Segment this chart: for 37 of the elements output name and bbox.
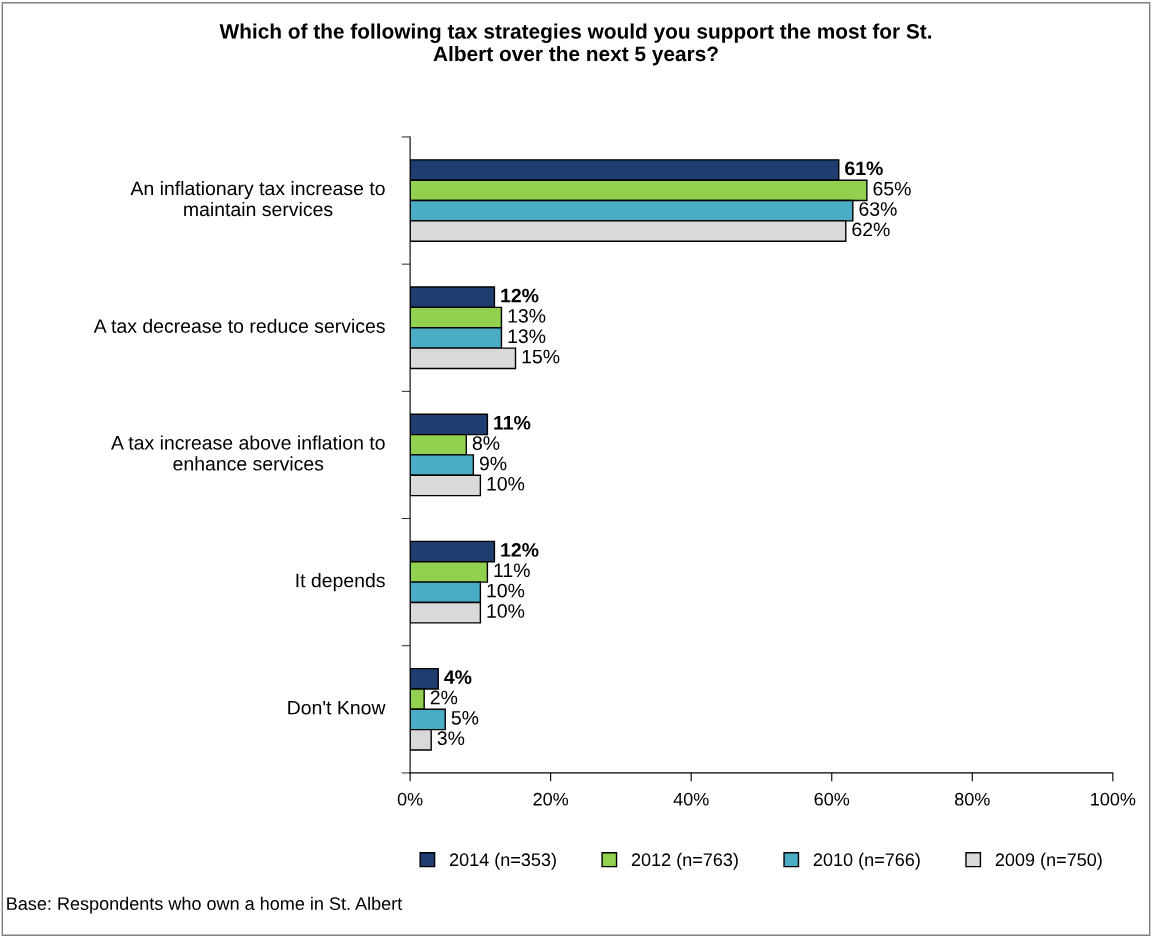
data-label: 13% <box>508 309 546 323</box>
data-label: 5% <box>451 711 479 725</box>
data-label: 10% <box>487 476 525 491</box>
data-label: 15% <box>522 349 560 364</box>
data-label: 10% <box>487 583 525 598</box>
data-label: 2% <box>430 690 458 705</box>
data-label: 11% <box>494 415 531 430</box>
y-tick-label: It depends <box>296 573 385 592</box>
data-label: 11% <box>494 563 530 578</box>
legend-label: 2014 (n=353) <box>449 852 556 870</box>
data-label: 62% <box>852 222 890 237</box>
legend-label: 2012 (n=763) <box>631 852 738 870</box>
data-label: 61% <box>845 161 883 176</box>
x-tick-label: 0% <box>397 792 423 806</box>
data-label: 3% <box>437 731 465 746</box>
data-label: 63% <box>859 202 897 216</box>
data-label: 13% <box>508 329 546 344</box>
text: Base: Respondents who own a home in St. Albert <box>7 896 403 914</box>
x-tick-label: 20% <box>533 792 569 806</box>
chart-title: Which of the following tax strategies would you support the most for St. Albert over the next 5 years? <box>219 23 932 66</box>
y-tick-label: An inflationary tax increase to maintain services <box>130 181 385 217</box>
legend-label: 2010 (n=766) <box>813 852 920 870</box>
legend-label: 2009 (n=750) <box>995 852 1102 870</box>
data-label: 8% <box>472 436 500 450</box>
x-tick-label: 40% <box>673 792 709 806</box>
data-label: 12% <box>501 543 539 557</box>
data-label: 12% <box>501 288 539 303</box>
y-tick-label: A tax decrease to reduce services <box>93 318 385 333</box>
x-tick-label: 60% <box>814 792 850 806</box>
x-tick-label: 80% <box>955 792 990 806</box>
data-label: 65% <box>873 181 911 196</box>
data-label: 10% <box>487 604 525 618</box>
data-label: 9% <box>479 456 507 471</box>
y-tick-label: Don't Know <box>288 700 386 715</box>
y-tick-label: A tax increase above inflation to enhance services <box>111 435 385 471</box>
data-label: 4% <box>444 670 472 684</box>
x-tick-label: 100% <box>1091 792 1136 806</box>
